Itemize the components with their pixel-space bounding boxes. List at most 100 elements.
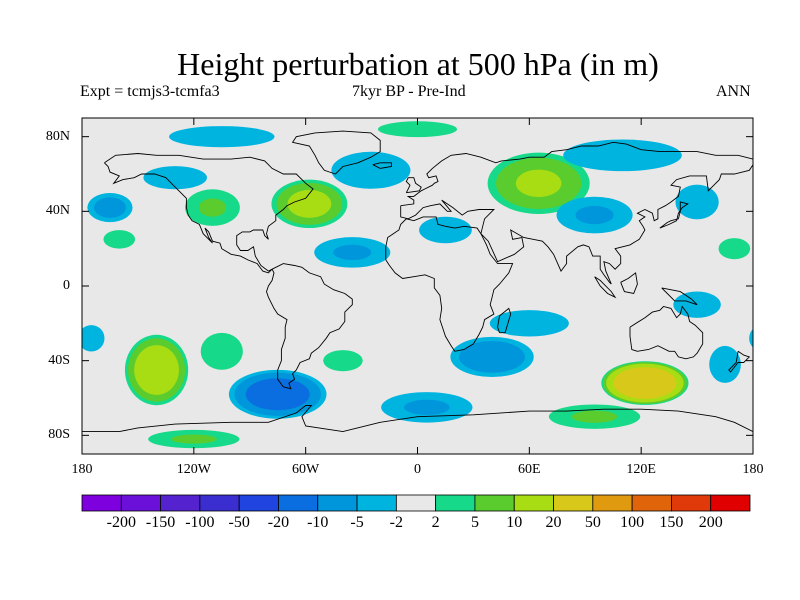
anomaly-region — [675, 184, 719, 220]
x-tick-label: 180 — [742, 462, 764, 477]
y-tick-label: 80N — [45, 128, 70, 144]
contour-band — [143, 166, 207, 190]
season-label: ANN — [716, 83, 751, 100]
colorbar-label: -150 — [145, 514, 176, 531]
anomaly-region — [556, 196, 633, 234]
anomaly-region — [103, 230, 136, 249]
contour-band — [571, 410, 618, 423]
coastline — [620, 272, 638, 295]
colorbar-label: 5 — [470, 514, 479, 531]
coastline — [728, 350, 751, 373]
colorbar-label: 200 — [698, 514, 723, 531]
coastline — [104, 153, 314, 274]
y-tick-label: 40S — [48, 352, 70, 368]
contour-band — [718, 238, 751, 260]
anomaly-region — [323, 350, 363, 372]
anomaly-field — [48, 121, 753, 449]
anomaly-region — [563, 139, 682, 172]
y-tick-label: 40N — [45, 203, 70, 219]
x-tick-label: 60W — [292, 462, 320, 477]
contour-band — [134, 345, 179, 395]
plot-title: Height perturbation at 500 hPa (in m) — [177, 46, 659, 82]
x-tick-label: 120E — [626, 462, 656, 477]
x-tick-label: 60E — [518, 462, 541, 477]
colorbar-label: -5 — [350, 514, 364, 531]
coastline — [594, 276, 617, 299]
contour-band — [93, 197, 126, 218]
axis-ticks — [81, 118, 754, 454]
anomaly-region — [185, 189, 240, 226]
contour-band — [377, 121, 458, 138]
colorbar-label: 20 — [545, 514, 562, 531]
coastline — [266, 263, 353, 390]
colorbar-label: 150 — [659, 514, 684, 531]
anomaly-region — [601, 361, 689, 405]
contour-band — [331, 151, 411, 189]
anomaly-region — [228, 369, 327, 419]
y-tick-label: 0 — [63, 278, 70, 293]
contour-band — [575, 205, 614, 225]
anomaly-region — [148, 429, 240, 449]
contour-band — [675, 184, 719, 220]
contour-band — [563, 139, 682, 172]
coastline — [661, 287, 698, 306]
coastline — [400, 141, 753, 285]
contour-band — [515, 169, 562, 198]
contour-band — [459, 341, 526, 373]
colorbar-label: -2 — [389, 514, 403, 531]
experiment-label: Expt = tcmjs3-tcmfa3 — [80, 83, 220, 100]
contour-band — [749, 328, 753, 348]
x-tick-label: 120W — [176, 462, 211, 477]
anomaly-region — [82, 325, 753, 352]
anomaly-region — [419, 216, 472, 244]
contour-band — [171, 434, 217, 444]
colorbar-label: 10 — [506, 514, 523, 531]
coastlines — [82, 130, 753, 433]
anomaly-region — [487, 152, 590, 215]
anomaly-region — [143, 166, 207, 190]
colorbar-label: -10 — [307, 514, 329, 531]
contour-band — [419, 216, 472, 244]
contour-band — [169, 126, 275, 148]
contour-band — [82, 325, 105, 352]
contour-band — [323, 350, 363, 372]
anomaly-region — [48, 238, 751, 260]
contour-band — [403, 399, 450, 415]
anomaly-region — [331, 151, 411, 189]
contour-band — [245, 378, 310, 411]
coastline — [629, 305, 704, 360]
contour-band — [287, 189, 332, 218]
y-tick-label: 80S — [48, 427, 70, 443]
anomaly-region — [200, 332, 243, 370]
anomaly-region — [381, 392, 473, 423]
colorbar-label: -100 — [185, 514, 215, 531]
colorbar-label: 50 — [584, 514, 601, 531]
colorbar-label: -50 — [228, 514, 250, 531]
contour-band — [709, 345, 741, 383]
coastline — [405, 177, 422, 194]
coastline — [497, 307, 512, 334]
anomaly-region — [548, 404, 641, 429]
x-tick-label: 180 — [71, 462, 93, 477]
anomaly-region — [709, 345, 741, 383]
colorbar-label: -20 — [267, 514, 290, 531]
coastline — [659, 201, 689, 229]
x-tick-label: 0 — [414, 462, 421, 477]
contour-band — [333, 244, 372, 261]
contour-band — [198, 198, 227, 217]
coastline — [82, 405, 753, 433]
contour-band — [103, 230, 136, 249]
contour-band — [48, 238, 80, 259]
anomaly-region — [450, 336, 534, 377]
contour-band — [200, 332, 243, 370]
anomaly-region — [377, 121, 458, 138]
coastline — [385, 216, 514, 352]
contour-band — [613, 367, 677, 399]
colorbar-label: 100 — [620, 514, 645, 531]
anomaly-region — [87, 193, 133, 223]
coastline — [291, 130, 381, 175]
colorbar-label: -200 — [106, 514, 136, 531]
period-label: 7kyr BP - Pre-Ind — [352, 83, 466, 100]
anomaly-region — [314, 237, 391, 268]
